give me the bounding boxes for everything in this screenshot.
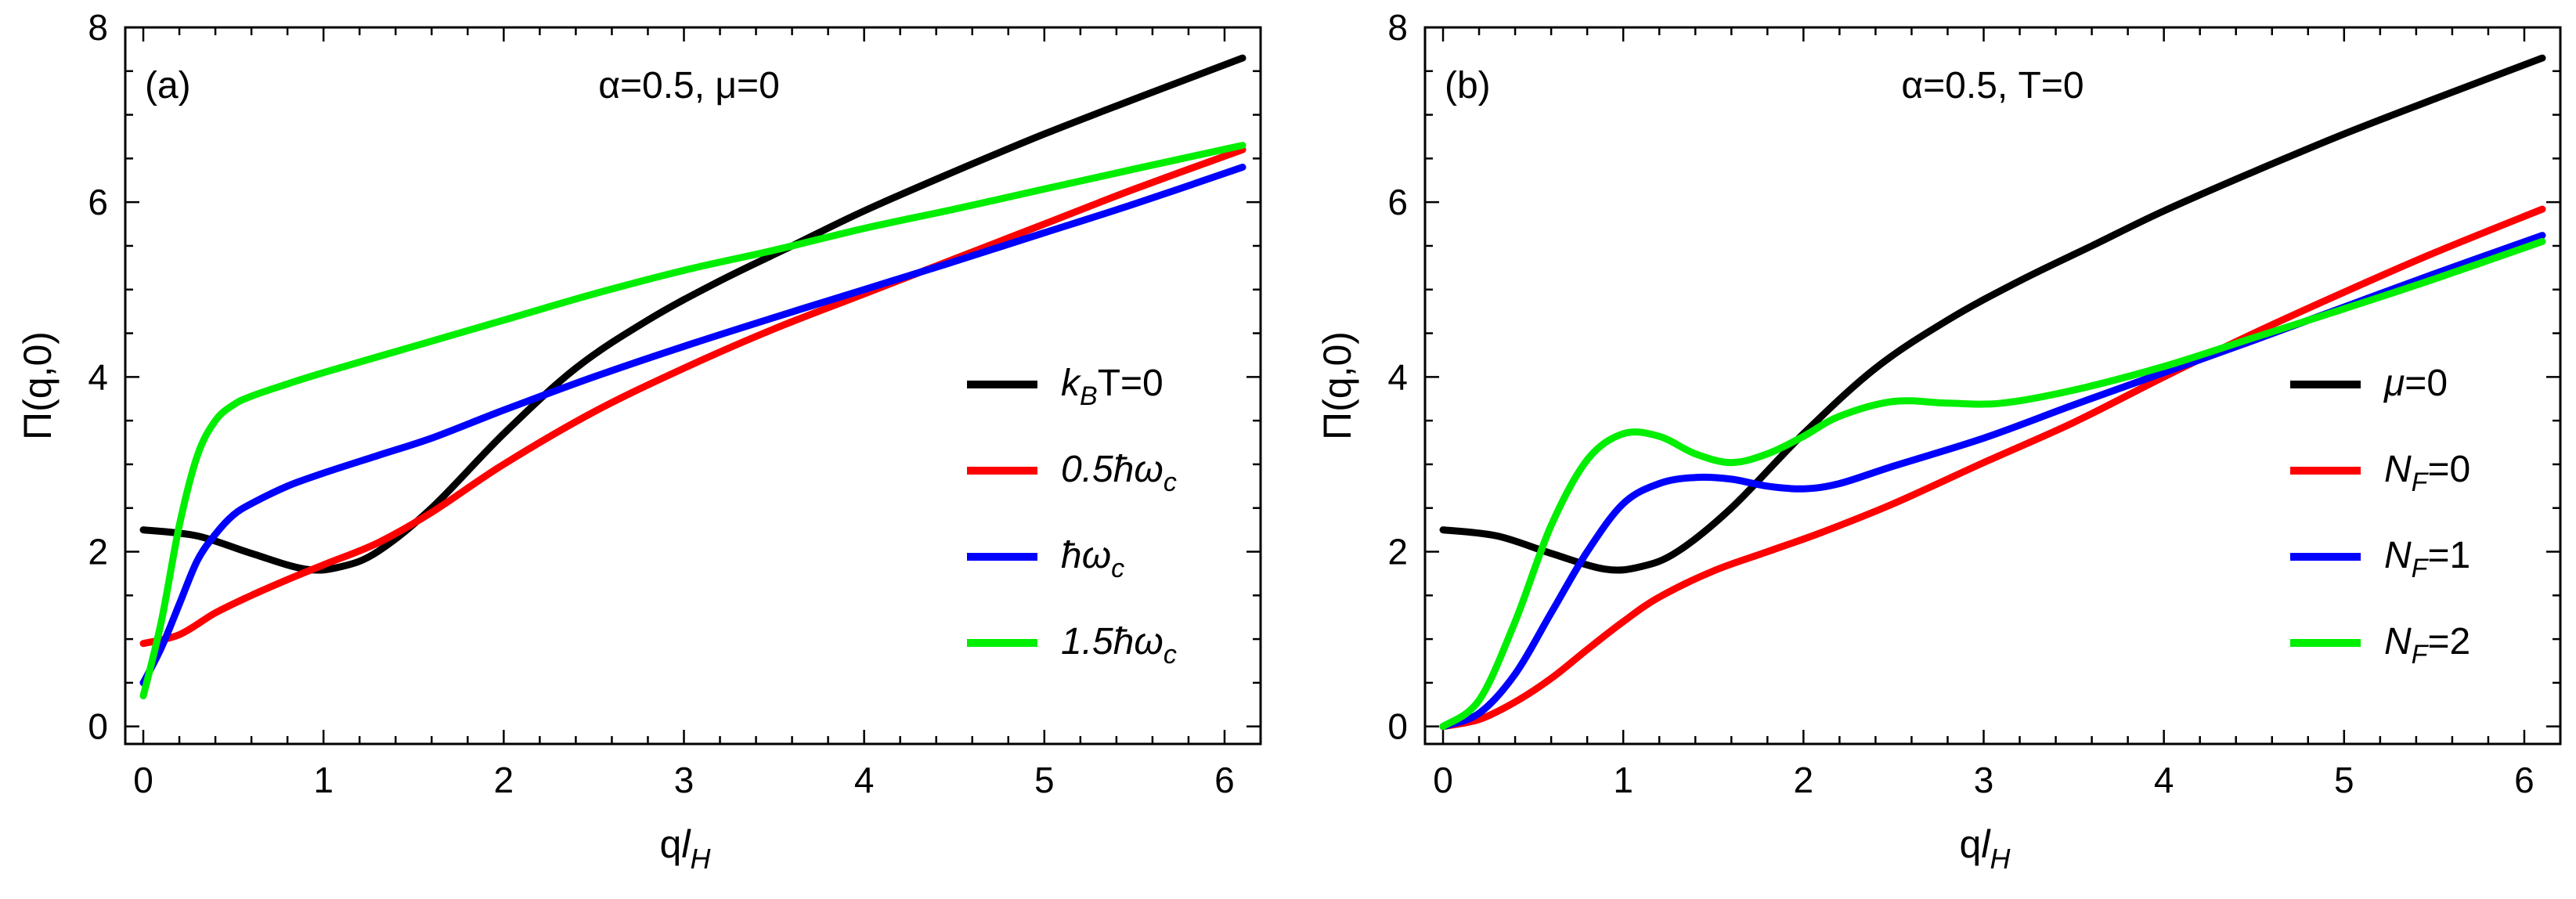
panel-label: (a) xyxy=(145,65,191,107)
legend-label: ħωc xyxy=(1061,535,1124,583)
panel-label: (b) xyxy=(1445,65,1491,107)
chart-panel-b: 0 1 2 3 4 5 6 0 2 4 6 8 Π(q,0) qlH (b) α=0.5, T=0 μ=0 NF=… xyxy=(1315,7,2562,875)
series-line xyxy=(139,142,1247,700)
series-line xyxy=(139,164,1247,687)
x-tick-label: 4 xyxy=(854,760,875,800)
y-axis-label: Π(q,0) xyxy=(16,331,60,440)
y-tick-label: 4 xyxy=(1387,356,1408,397)
series-line xyxy=(139,54,1247,574)
y-tick-label: 2 xyxy=(88,532,108,572)
x-tick-label: 5 xyxy=(1034,760,1055,800)
panel-annotation: α=0.5, T=0 xyxy=(1901,65,2084,107)
x-tick-label: 5 xyxy=(2334,760,2354,800)
x-tick-label: 6 xyxy=(1214,760,1235,800)
legend-label: kBT=0 xyxy=(1061,363,1164,411)
y-tick-label: 0 xyxy=(1387,706,1408,747)
legend-label: NF=1 xyxy=(2384,535,2470,583)
x-tick-label: 3 xyxy=(674,760,695,800)
legend-label: 1.5ħωc xyxy=(1061,621,1177,670)
y-tick-label: 6 xyxy=(88,182,108,222)
legend-label: 0.5ħωc xyxy=(1061,449,1177,497)
x-tick-label: 6 xyxy=(2514,760,2535,800)
x-tick-label: 2 xyxy=(1794,760,1814,800)
x-tick-label: 0 xyxy=(1433,760,1453,800)
series-line xyxy=(139,146,1247,648)
y-tick-label: 6 xyxy=(1387,182,1408,222)
y-tick-label: 2 xyxy=(1387,532,1408,572)
chart-panel-a: 0 1 2 3 4 5 6 0 2 4 6 8 Π(q,0) qlH (a) α=0.5, μ=0 kBT=0 0… xyxy=(16,7,1262,875)
series-group xyxy=(139,54,1247,700)
plot-frame xyxy=(124,26,1262,746)
legend-label: μ=0 xyxy=(2383,363,2448,404)
x-tick-label: 2 xyxy=(494,760,514,800)
series-line xyxy=(1439,237,2546,731)
x-tick-label: 3 xyxy=(1974,760,1994,800)
legend-label: NF=2 xyxy=(2384,621,2470,670)
legend-label: NF=0 xyxy=(2384,449,2470,497)
y-tick-label: 8 xyxy=(88,7,108,48)
series-line xyxy=(1439,205,2546,731)
x-tick-label: 1 xyxy=(1613,760,1633,800)
series-line xyxy=(1439,54,2546,574)
x-tick-label: 4 xyxy=(2154,760,2174,800)
x-axis-label: qlH xyxy=(660,822,712,875)
x-axis-label: qlH xyxy=(1960,822,2011,875)
panel-annotation: α=0.5, μ=0 xyxy=(598,65,780,107)
plot-frame xyxy=(1423,26,2562,746)
y-tick-label: 0 xyxy=(88,706,108,747)
series-group xyxy=(1439,54,2546,731)
series-line xyxy=(1439,232,2546,731)
y-tick-label: 4 xyxy=(88,356,108,397)
x-tick-label: 1 xyxy=(313,760,334,800)
x-tick-label: 0 xyxy=(133,760,153,800)
y-axis-label: Π(q,0) xyxy=(1315,331,1359,440)
y-tick-label: 8 xyxy=(1387,7,1408,48)
